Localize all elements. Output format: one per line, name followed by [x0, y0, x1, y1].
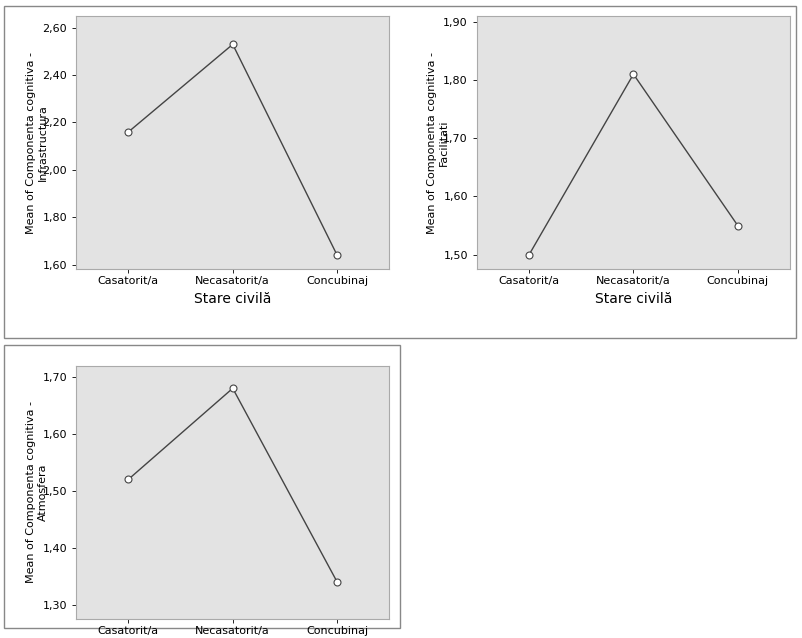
Y-axis label: Mean of Componenta cognitiva -
Infrastructura: Mean of Componenta cognitiva - Infrastru…: [26, 52, 47, 234]
Y-axis label: Mean of Componenta cognitiva -
Facilitati: Mean of Componenta cognitiva - Facilitat…: [427, 52, 448, 234]
X-axis label: Stare civilă: Stare civilă: [194, 292, 271, 306]
X-axis label: Stare civilă: Stare civilă: [595, 292, 672, 306]
Y-axis label: Mean of Componenta cognitiva -
Atmosfera: Mean of Componenta cognitiva - Atmosfera: [26, 401, 48, 583]
